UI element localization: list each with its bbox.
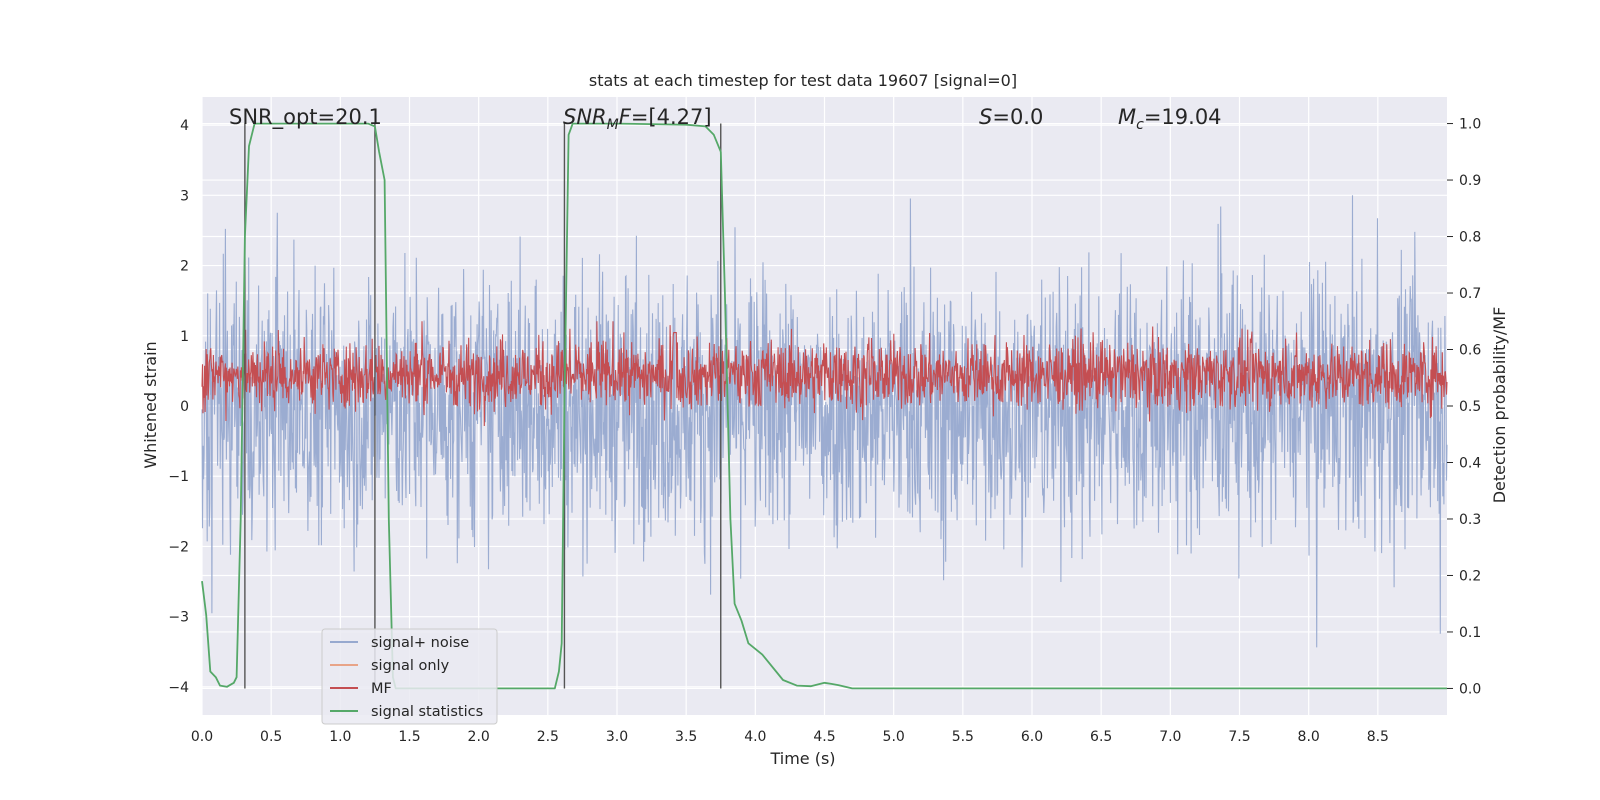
y-tick-label: −4 [168,680,189,696]
y-tick-label: 4 [180,118,189,134]
y2-tick-label: 0.0 [1459,681,1481,697]
annotations: SNR_opt=20.1 SNRMF=[4.27] S=0.0 Mc=19.04 [229,105,1222,133]
right-ticks: 0.0 0.1 0.2 0.3 0.4 0.5 0.6 0.7 0.8 0.9 1.0 [1447,117,1481,697]
y-tick-label: 1 [180,329,189,345]
x-tick-label: 8.0 [1298,729,1320,745]
x-tick-label: 3.0 [606,729,628,745]
annotation-s: S=0.0 [979,105,1043,129]
legend-label-signal-noise: signal+ noise [371,635,469,651]
x-tick-label: 2.5 [537,729,559,745]
x-tick-label: 6.5 [1090,729,1112,745]
annotation-mc: Mc=19.04 [1118,105,1222,133]
y2-axis-label: Detection probability/MF [1490,307,1509,504]
x-tick-label: 5.0 [883,729,905,745]
y-tick-label: −2 [168,539,189,555]
y2-tick-label: 0.9 [1459,173,1481,189]
y-tick-label: 0 [180,399,189,415]
y2-tick-label: 0.5 [1459,399,1481,415]
y2-tick-label: 1.0 [1459,117,1481,133]
y2-tick-label: 0.2 [1459,568,1481,584]
y-tick-label: 3 [180,188,189,204]
legend-label-signal-statistics: signal statistics [371,704,483,720]
legend-box [321,628,498,725]
series-mf [201,321,1448,427]
x-axis-label: Time (s) [769,749,835,768]
annotation-snr-mf: SNRMF=[4.27] [563,105,712,133]
y2-tick-label: 0.3 [1459,512,1481,528]
x-tick-label: 2.0 [468,729,490,745]
y2-tick-label: 0.4 [1459,455,1481,471]
x-tick-label: 6.0 [1021,729,1043,745]
series-signal-noise [201,195,1448,648]
x-tick-label: 7.0 [1159,729,1181,745]
y-axis-label: Whitened strain [141,341,160,468]
x-tick-label: 1.5 [398,729,420,745]
left-ticks: −4 −3 −2 −1 0 1 2 3 4 [168,118,189,696]
x-tick-label: 0.0 [191,729,213,745]
legend-label-signal-only: signal only [371,658,450,674]
y2-tick-label: 0.7 [1459,286,1481,302]
legend-label-mf: MF [371,681,392,697]
x-tick-label: 7.5 [1228,729,1250,745]
series-layer [201,195,1448,648]
y2-tick-label: 0.8 [1459,230,1481,246]
x-tick-label: 1.0 [329,729,351,745]
x-tick-label: 8.5 [1367,729,1389,745]
legend: signal+ noise signal only MF signal stat… [321,628,498,725]
x-tick-label: 0.5 [260,729,282,745]
y-tick-label: −1 [168,469,189,485]
x-tick-label: 5.5 [952,729,974,745]
x-tick-label: 4.5 [813,729,835,745]
x-tick-label: 3.5 [675,729,697,745]
y2-tick-label: 0.1 [1459,625,1481,641]
stats-layer [201,122,1447,690]
y-tick-label: −3 [168,610,189,626]
x-tick-label: 4.0 [744,729,766,745]
y-tick-label: 2 [180,259,189,275]
y2-tick-label: 0.6 [1459,343,1481,359]
bottom-ticks: 0.0 0.5 1.0 1.5 2.0 2.5 3.0 3.5 4.0 4.5 5.0 5.5 6.0 6… [191,729,1389,745]
chart-title: stats at each timestep for test data 196… [589,71,1017,90]
annotation-snr-opt: SNR_opt=20.1 [229,105,382,130]
series-signal-statistics [201,122,1447,690]
